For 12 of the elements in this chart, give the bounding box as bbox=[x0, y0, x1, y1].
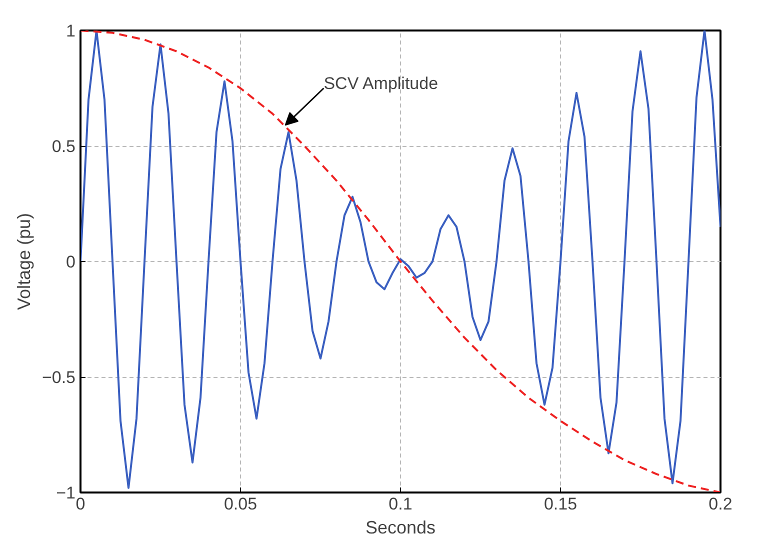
y-tick-label: 0 bbox=[66, 252, 76, 272]
annotation: SCV Amplitude bbox=[324, 74, 438, 93]
x-axis-title: Seconds bbox=[365, 518, 436, 538]
y-tick-label: 1 bbox=[66, 22, 76, 40]
y-tick-label: −1 bbox=[56, 484, 76, 502]
x-tick-label: 0.05 bbox=[224, 494, 258, 514]
y-tick-label: −0.5 bbox=[42, 368, 76, 387]
y-tick-label: 0.5 bbox=[52, 137, 76, 156]
x-tick-label: 0.1 bbox=[388, 494, 412, 514]
y-axis-title: Voltage (pu) bbox=[14, 212, 34, 310]
x-tick-label: 0.15 bbox=[544, 494, 578, 514]
x-tick-label: 0.2 bbox=[708, 494, 732, 514]
